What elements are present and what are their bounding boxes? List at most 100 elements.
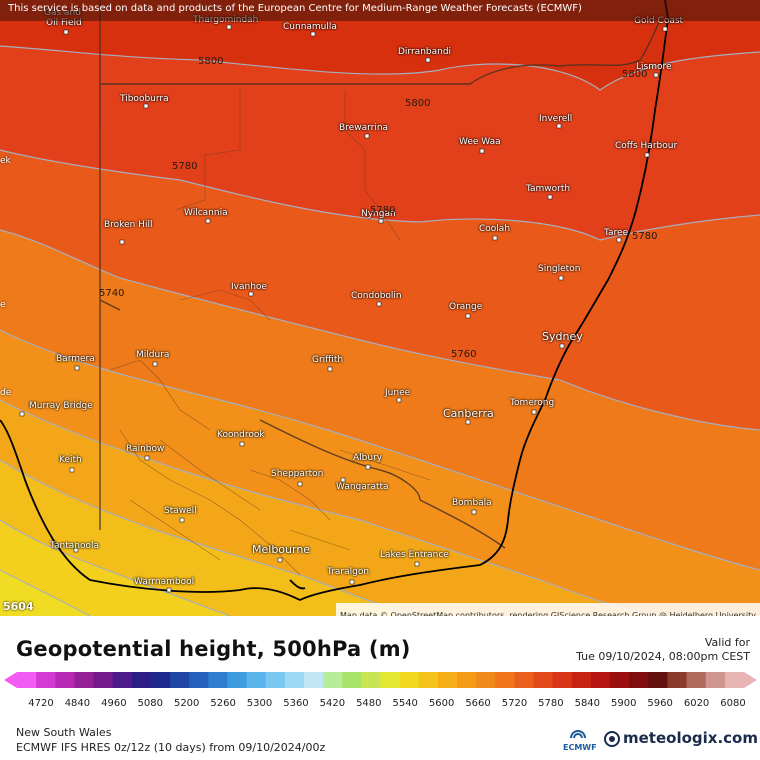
scale-swatch bbox=[418, 672, 439, 688]
scale-arrow-high bbox=[744, 672, 757, 688]
scale-swatch bbox=[284, 672, 305, 688]
town-label: Condobolin bbox=[351, 291, 402, 301]
lga-boundaries bbox=[109, 90, 431, 576]
scale-swatch bbox=[150, 672, 171, 688]
map-attribution-text: Map data © OpenStreetMap contributors, r… bbox=[340, 611, 756, 620]
scale-swatch bbox=[724, 672, 745, 688]
scale-swatch bbox=[361, 672, 382, 688]
town-label: Tomerong bbox=[510, 398, 555, 408]
scale-swatch bbox=[131, 672, 152, 688]
chart-title: Geopotential height, 500hPa (m) bbox=[16, 637, 411, 661]
scale-swatch bbox=[495, 672, 516, 688]
edge-label: de bbox=[0, 388, 12, 398]
town-label: Lismore bbox=[636, 62, 672, 72]
town-label: Dirranbandi bbox=[398, 47, 452, 57]
town-label-partial: Oil Field bbox=[46, 18, 82, 28]
town-label: Orange bbox=[449, 302, 483, 312]
scale-tick-label: 5720 bbox=[502, 698, 527, 709]
valid-time: Tue 09/10/2024, 08:00pm CEST bbox=[576, 650, 750, 663]
scale-swatch bbox=[208, 672, 229, 688]
scale-swatch bbox=[610, 672, 630, 688]
scale-swatch bbox=[590, 672, 611, 688]
map-attribution[interactable]: Map data © OpenStreetMap contributors, r… bbox=[336, 603, 760, 620]
town-label: Griffith bbox=[312, 355, 344, 365]
scale-tick-label: 5360 bbox=[283, 698, 308, 709]
scale-swatch bbox=[189, 672, 209, 688]
band-5780 bbox=[0, 46, 760, 240]
ecmwf-attribution-bar: This service is based on data and produc… bbox=[0, 0, 760, 21]
contour-label: 5760 bbox=[451, 349, 477, 360]
town-label: Murray Bridge bbox=[29, 401, 93, 411]
town-label: Ivanhoe bbox=[231, 282, 267, 292]
band-5660 bbox=[0, 520, 230, 616]
ecmwf-logo[interactable]: ECMWF bbox=[560, 726, 602, 756]
scale-swatch bbox=[170, 672, 190, 688]
scale-swatch bbox=[533, 672, 554, 688]
scale-arrow-low bbox=[4, 672, 17, 688]
town-label: Wilcannia bbox=[184, 208, 228, 218]
scale-swatch bbox=[629, 672, 649, 688]
meteologix-icon bbox=[604, 731, 620, 747]
scale-swatch bbox=[514, 672, 535, 688]
town-label: Tibooburra bbox=[120, 94, 169, 104]
scale-swatch bbox=[55, 672, 75, 688]
ecmwf-globe-icon bbox=[570, 730, 586, 739]
band-5800 bbox=[0, 0, 760, 90]
model-info: ECMWF IFS HRES 0z/12z (10 days) from 09/… bbox=[16, 741, 326, 754]
band-5760 bbox=[0, 150, 760, 430]
color-scale: 4720 4840 4960 5080 5200 5260 5300 5360 5420 5480… bbox=[4, 672, 757, 709]
town-label: Singleton bbox=[538, 264, 581, 274]
scale-swatch bbox=[667, 672, 688, 688]
scale-swatch bbox=[36, 672, 56, 688]
scale-swatch bbox=[457, 672, 477, 688]
town-label: Canberra bbox=[443, 407, 494, 420]
scale-tick-label: 4840 bbox=[65, 698, 90, 709]
contour-label: 5780 bbox=[370, 205, 396, 216]
edge-label: e bbox=[0, 300, 6, 310]
scale-tick-label: 5840 bbox=[575, 698, 600, 709]
scale-swatch bbox=[265, 672, 286, 688]
meteologix-text: meteologix.com bbox=[623, 729, 758, 747]
town-markers bbox=[19, 24, 668, 593]
map-panel[interactable]: Gas and Oil FieldThargomindahCunnamullaG… bbox=[0, 0, 760, 616]
scale-swatch bbox=[74, 672, 95, 688]
town-label: Coffs Harbour bbox=[615, 141, 678, 151]
town-label: Shepparton bbox=[271, 469, 324, 479]
scale-swatch bbox=[342, 672, 362, 688]
town-label: Coolah bbox=[479, 224, 511, 234]
scale-swatch bbox=[648, 672, 669, 688]
scale-tick-label: 5420 bbox=[320, 698, 345, 709]
contour-label: 5800 bbox=[622, 69, 648, 80]
scale-tick-label: 5960 bbox=[647, 698, 672, 709]
scale-swatch bbox=[437, 672, 458, 688]
contour-label: 5740 bbox=[99, 288, 125, 299]
town-label: Rainbow bbox=[126, 444, 165, 454]
scale-swatch bbox=[246, 672, 267, 688]
town-label: Traralgon bbox=[327, 567, 370, 577]
scale-tick-label: 5900 bbox=[611, 698, 636, 709]
town-label: Tantanoola bbox=[50, 541, 100, 551]
scale-tick-label: 4960 bbox=[101, 698, 126, 709]
town-label: Koondrook bbox=[217, 430, 265, 440]
map-canvas[interactable] bbox=[0, 0, 760, 616]
scale-tick-label: 5260 bbox=[210, 698, 235, 709]
town-label: Inverell bbox=[539, 114, 573, 124]
contour-label: 5780 bbox=[172, 161, 198, 172]
valid-for-label: Valid for bbox=[704, 636, 750, 649]
town-label: Barmera bbox=[56, 354, 95, 364]
ecmwf-attribution-text: This service is based on data and produc… bbox=[8, 3, 582, 14]
town-label: Warrnambool bbox=[134, 577, 195, 587]
scale-tick-label: 6080 bbox=[720, 698, 745, 709]
scale-tick-label: 6020 bbox=[684, 698, 709, 709]
scale-tick-label: 5300 bbox=[247, 698, 272, 709]
scale-tick-label: 5600 bbox=[429, 698, 454, 709]
town-label: Melbourne bbox=[252, 543, 311, 556]
town-label: Gold Coast bbox=[634, 16, 684, 26]
scale-swatch bbox=[686, 672, 707, 688]
scale-tick-label: 5200 bbox=[174, 698, 199, 709]
town-label: Mildura bbox=[136, 350, 170, 360]
scale-swatch bbox=[93, 672, 114, 688]
town-label: Broken Hill bbox=[104, 220, 153, 230]
town-label: Wangaratta bbox=[336, 482, 389, 492]
town-label: Cunnamulla bbox=[283, 22, 337, 32]
